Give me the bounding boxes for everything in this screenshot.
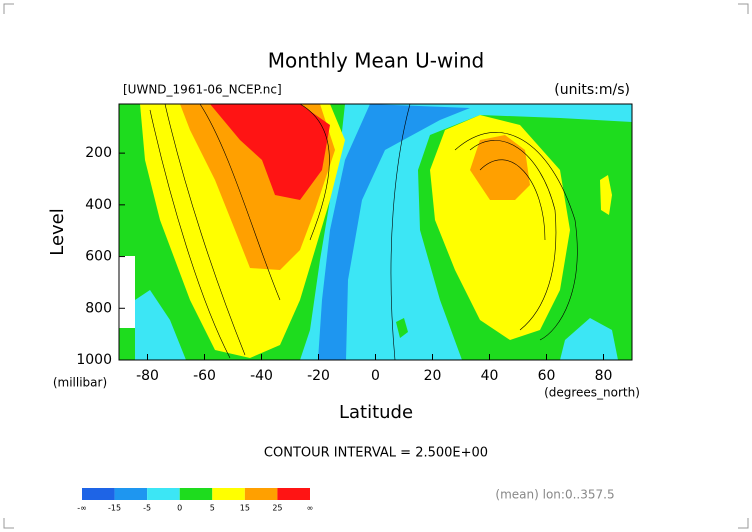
corner-marks (3, 3, 749, 529)
y-tick-label: 1000 (76, 352, 112, 368)
contour-region (210, 104, 330, 200)
x-axis-unit: (degrees_north) (544, 386, 640, 400)
colorbar-box (179, 488, 213, 500)
colorbar-label: 25 (272, 504, 282, 513)
x-tick-label: 0 (371, 368, 380, 384)
x-tick-label: -80 (136, 368, 159, 384)
contour-region (470, 135, 530, 200)
colorbar-box (114, 488, 148, 500)
contour-region (600, 175, 612, 215)
contour-fill (119, 104, 632, 360)
colorbar-label: -∞ (77, 504, 87, 513)
contour-line (164, 104, 246, 356)
y-tick-label: 200 (85, 145, 112, 161)
y-tick-label: 400 (85, 197, 112, 213)
colorbar-label: -15 (108, 504, 121, 513)
y-tick-label: 800 (85, 300, 112, 316)
subtitle: [UWND_1961-06_NCEP.nc] (123, 83, 282, 97)
contour-region (318, 104, 470, 360)
x-tick-label: 40 (481, 368, 499, 384)
colorbar-box (147, 488, 180, 500)
contour-line (299, 104, 330, 241)
x-tick-label: -20 (307, 368, 330, 384)
y-tick-label: 600 (85, 249, 112, 265)
annotation: CONTOUR INTERVAL = 2.500E+00 (264, 446, 488, 461)
colorbar-label: -5 (143, 504, 151, 513)
x-tick-label: 60 (538, 368, 556, 384)
contour-region (430, 115, 570, 340)
colorbar-box (244, 488, 278, 500)
units: (units:m/s) (554, 82, 630, 98)
colorbar-label: 15 (240, 504, 250, 513)
y-axis-label: Level (47, 208, 68, 256)
x-tick-label: 20 (424, 368, 442, 384)
x-tick-label: -60 (193, 368, 216, 384)
contour-region (396, 318, 408, 338)
x-tick-label: 80 (595, 368, 613, 384)
colorbar-box (277, 488, 310, 500)
contour-region (560, 318, 618, 360)
x-tick-label: -40 (250, 368, 273, 384)
x-axis-label: Latitude (339, 402, 413, 423)
colorbar-label: 0 (177, 504, 182, 513)
contour-region (300, 104, 632, 360)
colorbar-box (82, 488, 115, 500)
contour-line (479, 159, 546, 241)
contour-line (390, 104, 411, 360)
contour-line (454, 132, 578, 341)
colorbar-label: ∞ (307, 504, 314, 513)
missing-data (119, 256, 135, 328)
contour-line (149, 109, 231, 359)
contour-region (135, 290, 186, 360)
colorbar-label: 5 (210, 504, 215, 513)
y-axis-unit: (millibar) (53, 376, 107, 390)
contour-line (469, 140, 557, 331)
contour-line (199, 104, 281, 301)
footnote: (mean) lon:0..357.5 (495, 488, 614, 502)
chart-title: Monthly Mean U-wind (268, 49, 484, 73)
colorbar-box (212, 488, 245, 500)
